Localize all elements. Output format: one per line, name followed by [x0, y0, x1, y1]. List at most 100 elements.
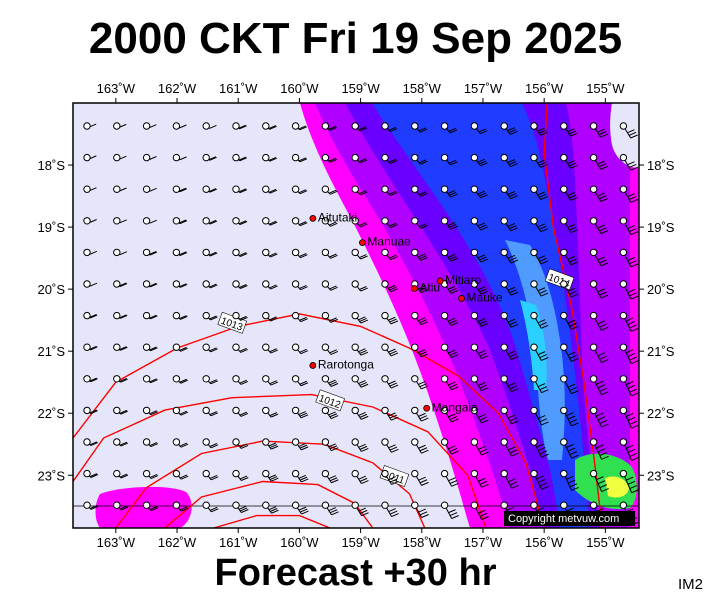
wind-barb [530, 153, 548, 168]
station-circle [262, 375, 270, 383]
station-circle [470, 185, 479, 193]
wind-barb [291, 343, 309, 355]
x-tick-label-top: 158˚W [403, 81, 442, 96]
station-circle [619, 501, 628, 509]
x-tick-label-top: 155˚W [586, 81, 625, 96]
wind-barb [381, 217, 398, 229]
wind-speed-patch-southwest [95, 486, 192, 528]
wind-barb [500, 469, 519, 489]
wind-barb [530, 248, 549, 265]
station-circle [291, 217, 300, 225]
x-tick-label-bottom: 160˚W [280, 535, 319, 550]
wind-barb [411, 122, 428, 133]
station-circle [470, 248, 479, 257]
station-circle [202, 153, 210, 162]
station-circle [560, 343, 568, 351]
wind-barb [202, 501, 219, 513]
station-circle [351, 311, 359, 320]
station-circle [83, 185, 91, 193]
station-circle [83, 375, 91, 383]
station-circle [500, 153, 508, 162]
station-circle [500, 122, 508, 130]
wind-barb [530, 217, 549, 233]
wind-barb [440, 469, 459, 487]
wind-barb [172, 185, 187, 193]
station-circle [172, 469, 181, 478]
station-circle [470, 406, 479, 415]
station-circle [351, 217, 359, 225]
wind-barb [321, 438, 339, 452]
station-circle [589, 153, 598, 162]
map-title: 2000 CKT Fri 19 Sep 2025 [88, 14, 623, 63]
wind-barb [470, 343, 489, 360]
station-circle [321, 217, 330, 225]
wind-barb [619, 122, 638, 139]
wind-barb [202, 248, 218, 257]
station-circle [470, 153, 479, 162]
station-circle [560, 469, 568, 478]
wind-barb [470, 501, 489, 520]
station-circle [142, 343, 151, 351]
station-circle [262, 406, 270, 415]
station-circle [83, 311, 91, 320]
wind-barb [470, 122, 488, 135]
wind-barb [381, 248, 398, 261]
wind-barb [411, 343, 429, 358]
station-circle [411, 217, 419, 225]
station-circle [202, 343, 210, 351]
station-circle [291, 343, 300, 351]
wind-speed-band-yellow [605, 476, 629, 498]
wind-barb [411, 311, 429, 326]
station-circle [381, 501, 389, 509]
y-tick-label-right: 20˚S [647, 282, 675, 297]
y-tick-label-right: 22˚S [647, 406, 675, 421]
wind-barb [142, 501, 159, 511]
wind-barb [142, 311, 158, 320]
station-circle [619, 438, 628, 446]
station-circle [470, 375, 479, 383]
wind-barb [530, 438, 549, 458]
station-circle [351, 280, 359, 288]
station-circle [142, 469, 151, 478]
station-circle [172, 311, 181, 320]
station-circle [500, 280, 508, 288]
station-circle [142, 248, 151, 257]
station-circle [440, 248, 449, 257]
wind-barb [440, 153, 458, 166]
wind-barb [202, 185, 218, 193]
station-circle [381, 185, 389, 193]
wind-barb [440, 375, 459, 391]
x-tick-label-top: 157˚W [464, 81, 503, 96]
station-circle [470, 217, 479, 225]
wind-barb [589, 153, 608, 170]
wind-barb [530, 280, 549, 297]
station-circle [381, 406, 389, 415]
station-circle [172, 122, 181, 130]
station-circle [262, 501, 270, 509]
wind-barb [321, 311, 338, 323]
wind-barb [411, 185, 428, 197]
station-circle [202, 248, 210, 257]
station-circle [232, 153, 240, 162]
wind-barb [113, 122, 127, 130]
wind-barb [202, 153, 217, 162]
wind-barb [262, 375, 279, 386]
station-circle [172, 438, 181, 446]
wind-barb [113, 185, 127, 193]
wind-barb [560, 153, 578, 169]
wind-barb [321, 122, 338, 131]
wind-barb [232, 375, 249, 385]
wind-barb [470, 153, 488, 167]
station-circle [83, 280, 91, 288]
station-circle [113, 469, 121, 478]
wind-barb [232, 122, 247, 130]
wind-barb [440, 501, 459, 519]
wind-barb [351, 406, 369, 420]
wind-barb [560, 280, 579, 298]
copyright-box [504, 511, 635, 526]
island-marker [359, 239, 366, 246]
station-circle [351, 375, 359, 383]
station-circle [172, 375, 181, 383]
station-circle [530, 343, 538, 351]
station-circle [83, 469, 91, 478]
